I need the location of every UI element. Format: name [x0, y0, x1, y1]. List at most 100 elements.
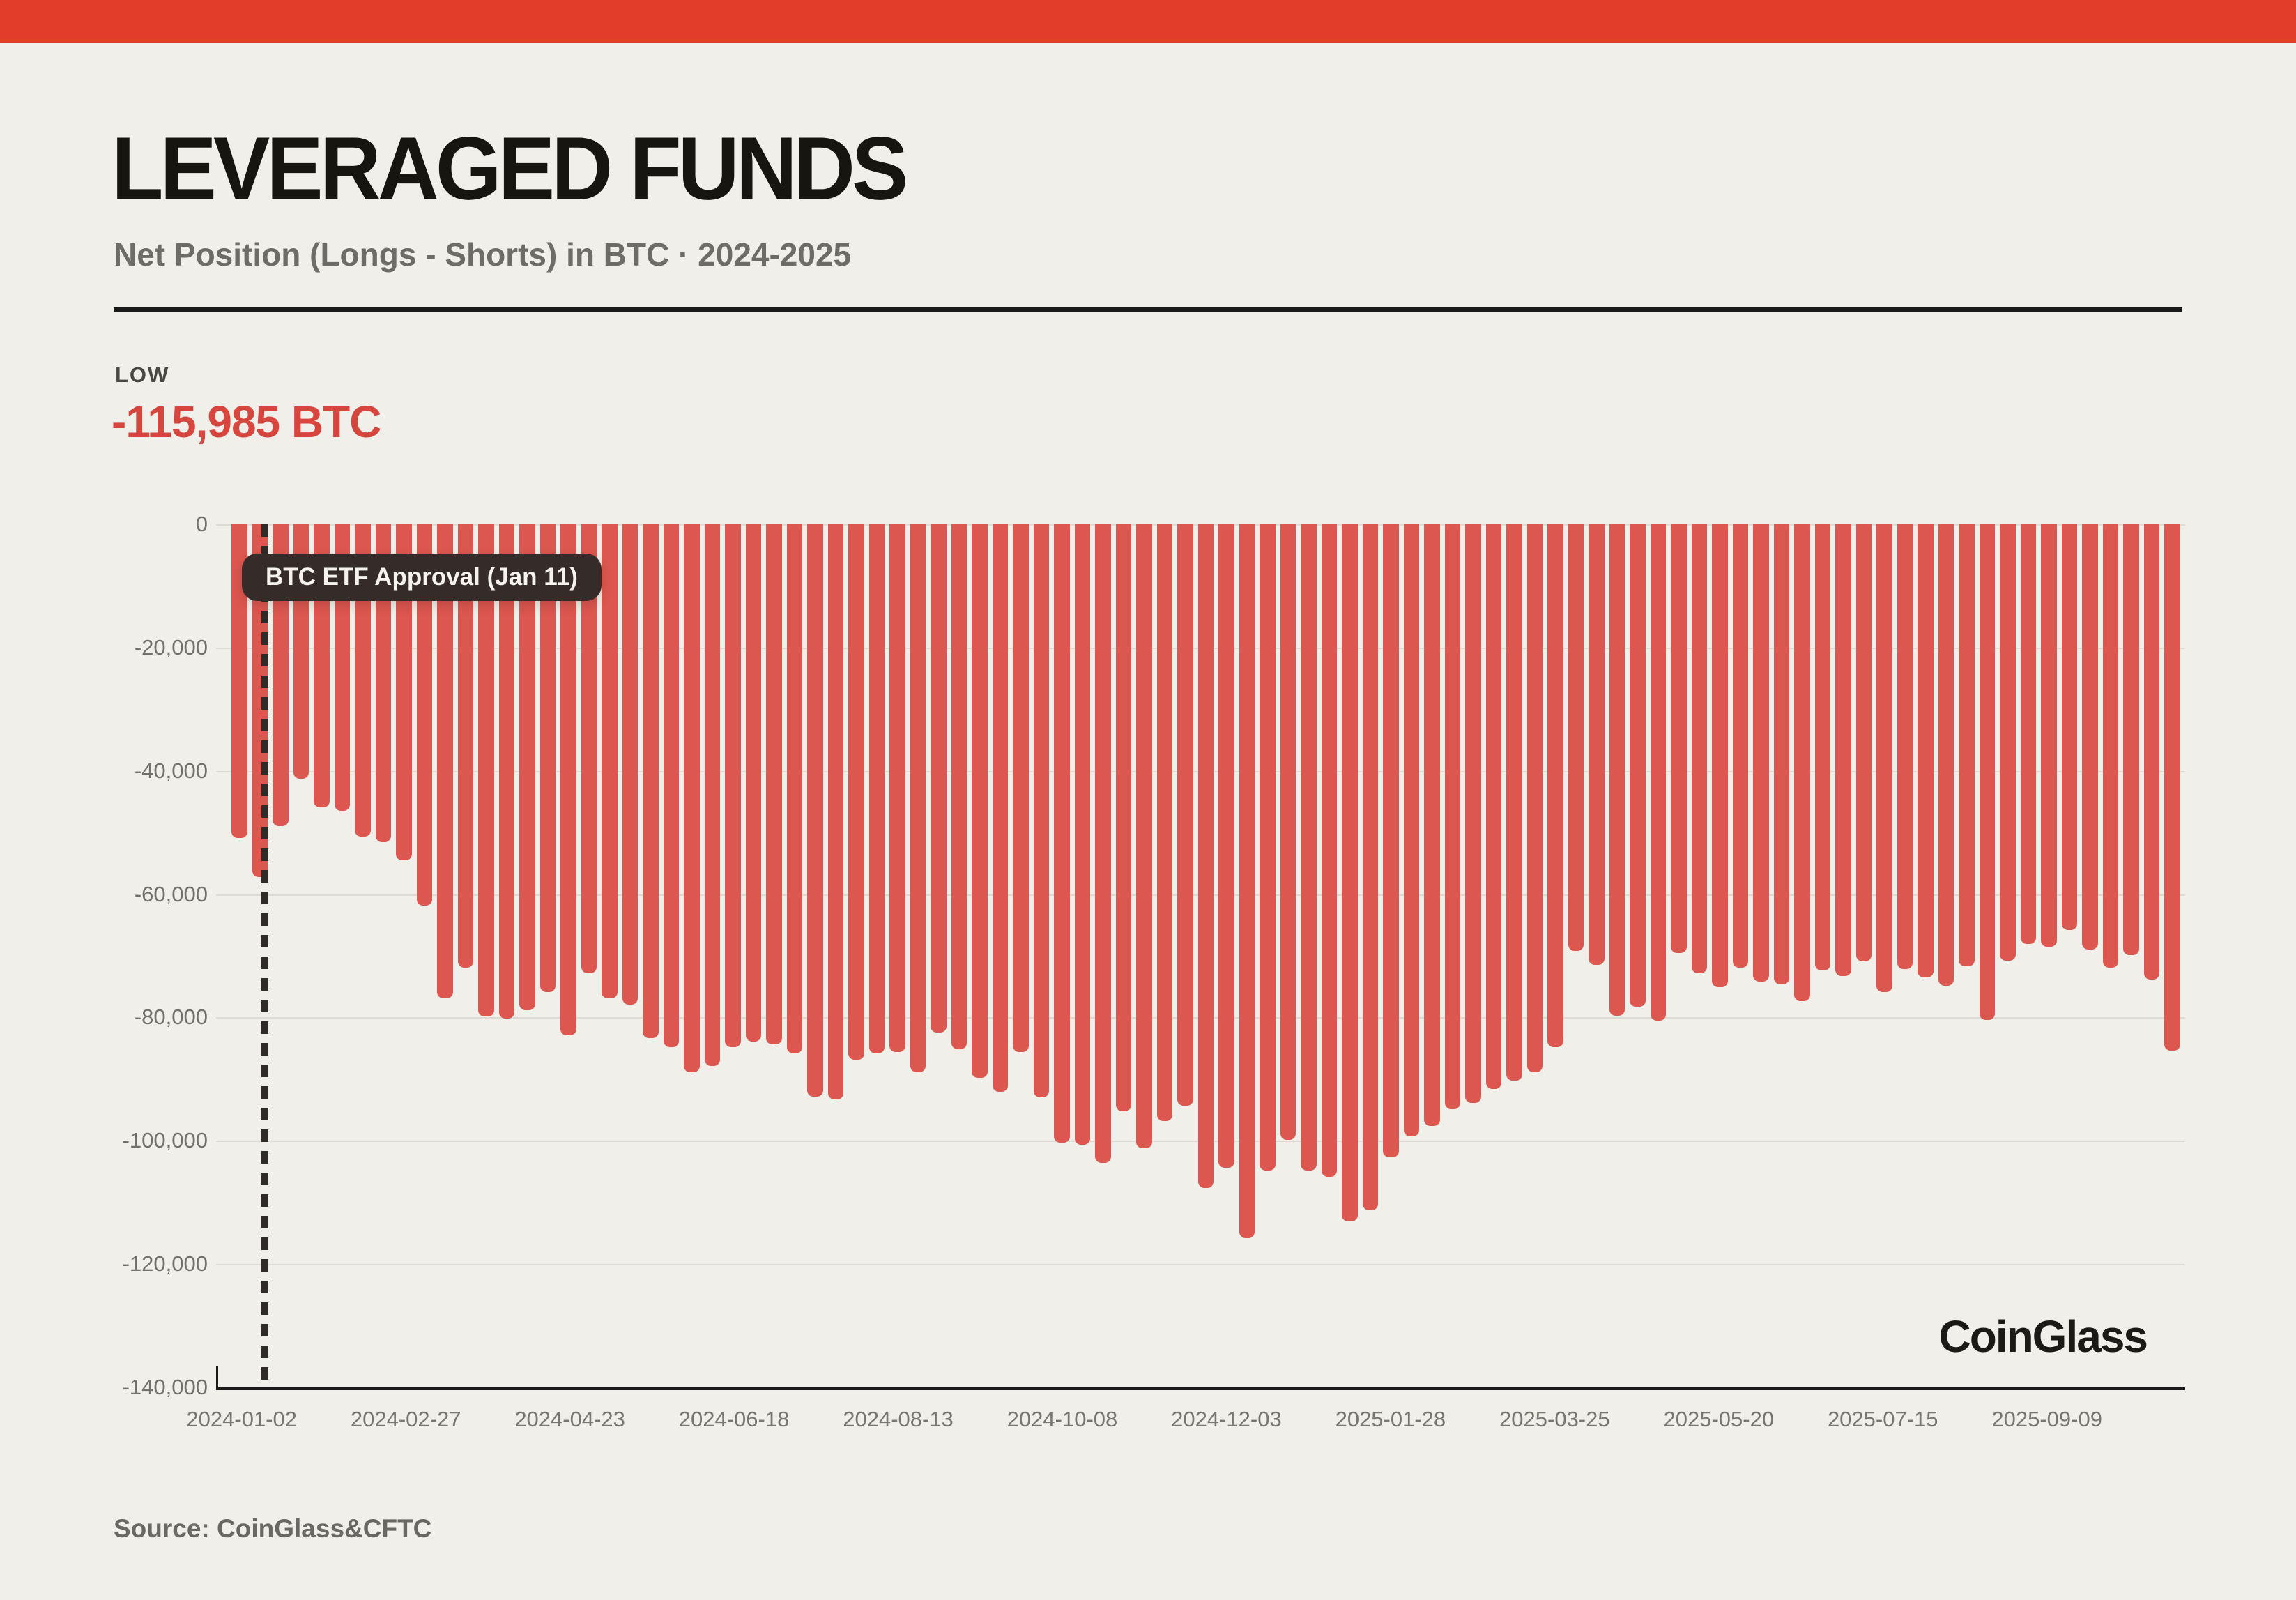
- x-tick-label: 2024-10-08: [1007, 1407, 1118, 1431]
- x-tick-label: 2025-07-15: [1827, 1407, 1938, 1431]
- x-tick-label: 2024-12-03: [1171, 1407, 1282, 1431]
- bar: [889, 524, 905, 1053]
- bar: [1136, 524, 1152, 1149]
- bar: [2102, 524, 2118, 968]
- bar: [478, 524, 494, 1017]
- bar-chart-plot: BTC ETF Approval (Jan 11): [231, 524, 2180, 1386]
- bar-low: [1239, 524, 1255, 1238]
- bar: [1609, 524, 1625, 1016]
- bar: [1835, 524, 1851, 977]
- y-tick-label: -80,000: [134, 1005, 208, 1030]
- bar: [1383, 524, 1399, 1157]
- bar: [560, 524, 576, 1035]
- y-tick-label: -60,000: [134, 881, 208, 906]
- bar: [1526, 524, 1543, 1072]
- bar: [1177, 524, 1193, 1106]
- low-stat-label: LOW: [115, 363, 170, 387]
- bar: [1033, 524, 1049, 1097]
- x-tick-label: 2025-05-20: [1663, 1407, 1775, 1431]
- bar: [1918, 524, 1934, 977]
- bar: [231, 524, 247, 839]
- bar: [2082, 524, 2098, 950]
- coinglass-logo: CoinGlass: [1938, 1311, 2148, 1362]
- bar: [1671, 524, 1687, 954]
- y-tick-label: -20,000: [134, 634, 208, 660]
- bar: [416, 524, 432, 906]
- bar: [2041, 524, 2057, 947]
- etf-approval-dashed-line: [261, 524, 268, 1386]
- gridline: [216, 1264, 2185, 1266]
- x-axis-labels: 2024-01-02 2024-02-27 2024-04-23 2024-06-18…: [186, 1407, 2180, 1442]
- bar: [1362, 524, 1378, 1211]
- bar: [519, 524, 535, 1011]
- bar: [1095, 524, 1111, 1163]
- bar: [1630, 524, 1646, 1007]
- bar: [643, 524, 659, 1039]
- bar: [972, 524, 988, 1078]
- x-tick-label: 2024-04-23: [514, 1407, 625, 1431]
- bar: [786, 524, 802, 1054]
- bar: [1054, 524, 1070, 1143]
- x-axis-notch: [216, 1366, 218, 1387]
- x-tick-label: 2025-03-25: [1499, 1407, 1610, 1431]
- bar: [1465, 524, 1481, 1103]
- bar: [663, 524, 679, 1048]
- bar: [951, 524, 967, 1050]
- bar: [1589, 524, 1605, 966]
- y-tick-label: -120,000: [122, 1251, 208, 1277]
- bar: [622, 524, 638, 1005]
- y-tick-label: -40,000: [134, 758, 208, 783]
- bar: [2000, 524, 2016, 961]
- page-subtitle: Net Position (Longs - Shorts) in BTC · 2…: [114, 236, 852, 273]
- bar: [992, 524, 1008, 1092]
- bar: [1712, 524, 1728, 987]
- bar: [1013, 524, 1029, 1053]
- etf-approval-annotation: BTC ETF Approval (Jan 11): [242, 554, 602, 601]
- bar: [375, 524, 391, 843]
- bar: [725, 524, 741, 1048]
- bar: [1979, 524, 1995, 1020]
- bar: [827, 524, 843, 1100]
- bar: [1156, 524, 1172, 1122]
- x-tick-label: 2024-08-13: [843, 1407, 954, 1431]
- bar: [1197, 524, 1214, 1188]
- y-tick-label: 0: [195, 512, 208, 536]
- bar: [1403, 524, 1419, 1137]
- bar: [1855, 524, 1872, 961]
- bar: [1753, 524, 1769, 982]
- bar: [1074, 524, 1090, 1145]
- bar: [1732, 524, 1748, 968]
- bar: [1218, 524, 1234, 1168]
- x-tick-label: 2024-06-18: [678, 1407, 790, 1431]
- x-tick-label: 2025-09-09: [1991, 1407, 2102, 1431]
- bar: [1959, 524, 1975, 966]
- bar: [1280, 524, 1296, 1140]
- bar: [1650, 524, 1666, 1021]
- x-tick-label: 2024-01-02: [186, 1407, 297, 1431]
- bar: [807, 524, 823, 1097]
- bar: [745, 524, 761, 1042]
- bar: [539, 524, 556, 992]
- bar: [1424, 524, 1440, 1126]
- bar: [2020, 524, 2036, 945]
- low-stat-value: -115,985 BTC: [112, 397, 381, 447]
- bar: [848, 524, 864, 1060]
- y-tick-label: -100,000: [122, 1128, 208, 1153]
- bar: [1897, 524, 1913, 970]
- bar: [1115, 524, 1131, 1112]
- bar: [437, 524, 453, 998]
- bar: [684, 524, 700, 1072]
- page-title: LEVERAGED FUNDS: [112, 119, 908, 218]
- y-axis-labels: 0 -20,000 -40,000 -60,000 -80,000 -100,000 -12…: [42, 512, 208, 1399]
- bar: [581, 524, 597, 974]
- bar: [931, 524, 947, 1033]
- bar: [704, 524, 720, 1066]
- source-credit: Source: CoinGlass&CFTC: [114, 1514, 432, 1543]
- bar: [1506, 524, 1522, 1081]
- bar: [1485, 524, 1501, 1089]
- bar: [2143, 524, 2159, 980]
- bar: [355, 524, 371, 837]
- bar: [1321, 524, 1337, 1177]
- bar: [868, 524, 885, 1054]
- bar: [1691, 524, 1707, 973]
